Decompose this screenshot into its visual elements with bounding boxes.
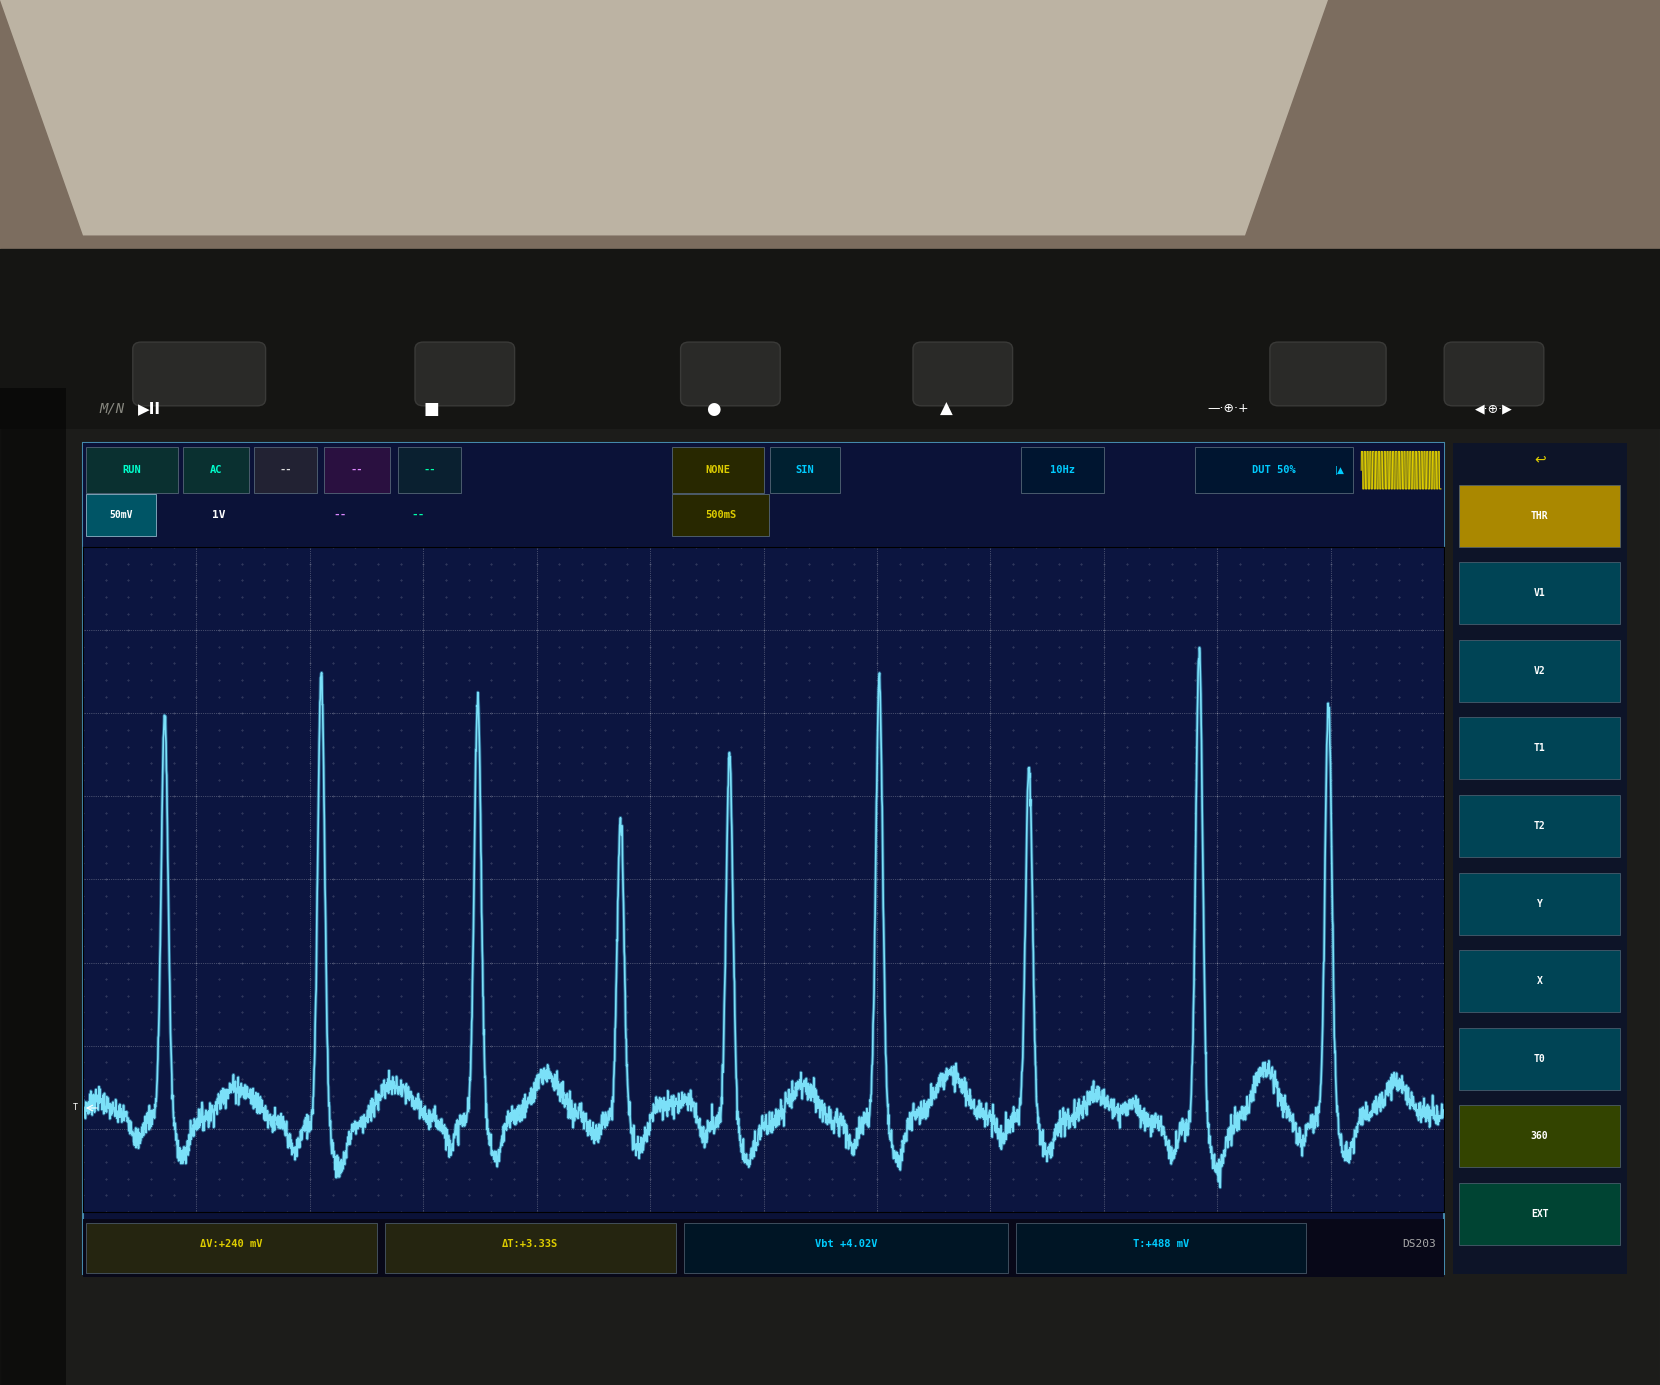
Bar <box>398 447 461 493</box>
Text: SIN: SIN <box>795 465 815 475</box>
Bar <box>1459 873 1620 935</box>
Text: T1: T1 <box>1534 744 1545 753</box>
FancyBboxPatch shape <box>1444 342 1544 406</box>
Bar <box>86 494 156 536</box>
Text: ΔT:+3.33S: ΔT:+3.33S <box>503 1238 558 1249</box>
Bar <box>86 1223 377 1273</box>
Bar <box>1459 795 1620 857</box>
Text: DS203: DS203 <box>1403 1238 1436 1249</box>
Text: |▲: |▲ <box>1335 465 1345 475</box>
Polygon shape <box>0 0 1660 305</box>
Text: 50mV: 50mV <box>110 510 133 521</box>
Bar <box>770 447 840 493</box>
Bar <box>1459 1105 1620 1168</box>
Bar <box>1459 1028 1620 1090</box>
Bar <box>385 1223 676 1273</box>
Text: ■: ■ <box>423 400 440 417</box>
Bar <box>672 494 769 536</box>
Text: --: -- <box>412 510 425 521</box>
Bar <box>183 447 249 493</box>
Text: —·⊕·+: —·⊕·+ <box>1207 402 1250 416</box>
Text: ◀·⊕·▶: ◀·⊕·▶ <box>1476 402 1512 416</box>
Text: RUN: RUN <box>123 465 141 475</box>
Bar <box>83 443 1444 1274</box>
Bar <box>1459 562 1620 625</box>
Bar <box>1021 447 1104 493</box>
Bar <box>1016 1223 1306 1273</box>
FancyBboxPatch shape <box>415 342 515 406</box>
Text: T: T <box>73 1104 78 1112</box>
Text: T:+488 mV: T:+488 mV <box>1134 1238 1189 1249</box>
Text: ▶II: ▶II <box>138 402 161 416</box>
Bar <box>0 249 1660 1385</box>
FancyBboxPatch shape <box>1270 342 1386 406</box>
Text: --: -- <box>279 465 292 475</box>
Text: ΔV:+240 mV: ΔV:+240 mV <box>201 1238 262 1249</box>
Bar <box>1459 640 1620 702</box>
Text: 500mS: 500mS <box>706 510 735 521</box>
Text: 360: 360 <box>1531 1132 1549 1141</box>
Bar <box>672 447 764 493</box>
Text: X: X <box>1537 976 1542 986</box>
Text: NONE: NONE <box>706 465 730 475</box>
Text: T2: T2 <box>1534 821 1545 831</box>
Bar <box>684 1223 1008 1273</box>
Text: ↩: ↩ <box>1534 453 1545 467</box>
Text: --: -- <box>423 465 437 475</box>
FancyBboxPatch shape <box>681 342 780 406</box>
Polygon shape <box>0 388 66 1385</box>
Bar <box>1459 1183 1620 1245</box>
Bar <box>83 1219 1444 1277</box>
Text: ▲: ▲ <box>940 400 953 417</box>
FancyBboxPatch shape <box>133 342 266 406</box>
Polygon shape <box>0 0 1328 235</box>
Text: M/N: M/N <box>100 402 124 416</box>
FancyBboxPatch shape <box>913 342 1013 406</box>
Text: V2: V2 <box>1534 666 1545 676</box>
Text: Vbt +4.02V: Vbt +4.02V <box>815 1238 876 1249</box>
Text: --: -- <box>350 465 364 475</box>
Text: THR: THR <box>1531 511 1549 521</box>
Text: Y: Y <box>1537 899 1542 909</box>
Text: 1V: 1V <box>212 510 226 521</box>
Bar <box>254 447 317 493</box>
Bar <box>0 249 1660 429</box>
Bar <box>86 447 178 493</box>
Text: AC: AC <box>209 465 222 475</box>
Bar <box>1195 447 1353 493</box>
Bar <box>1459 950 1620 1012</box>
Text: ●: ● <box>707 400 720 417</box>
Bar <box>324 447 390 493</box>
Bar <box>1452 443 1627 1274</box>
Text: --: -- <box>334 510 347 521</box>
Bar <box>1459 485 1620 547</box>
Bar <box>83 443 1444 547</box>
Text: EXT: EXT <box>1531 1209 1549 1219</box>
Text: T0: T0 <box>1534 1054 1545 1064</box>
Text: DUT 50%: DUT 50% <box>1252 465 1296 475</box>
Text: V1: V1 <box>1534 589 1545 598</box>
Text: 10Hz: 10Hz <box>1049 465 1076 475</box>
Bar <box>1459 717 1620 780</box>
